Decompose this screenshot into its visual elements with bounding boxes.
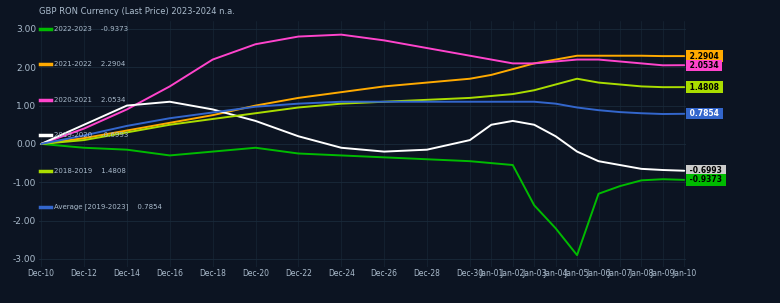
Text: 2.2904: 2.2904 bbox=[687, 52, 722, 61]
Text: GBP RON Currency (Last Price) 2023-2024 n.a.: GBP RON Currency (Last Price) 2023-2024 … bbox=[39, 7, 235, 16]
Text: 2018-2019    1.4808: 2018-2019 1.4808 bbox=[54, 168, 126, 174]
Text: -0.9373: -0.9373 bbox=[687, 175, 725, 184]
Text: 2019-2020    -0.6993: 2019-2020 -0.6993 bbox=[54, 132, 128, 138]
Text: 2020-2021    2.0534: 2020-2021 2.0534 bbox=[54, 97, 126, 103]
Text: 2.0534: 2.0534 bbox=[687, 61, 722, 70]
Text: 0.7854: 0.7854 bbox=[687, 109, 722, 118]
Text: 2021-2022    2.2904: 2021-2022 2.2904 bbox=[54, 61, 125, 67]
Text: Average [2019-2023]    0.7854: Average [2019-2023] 0.7854 bbox=[54, 203, 161, 210]
Text: 2022-2023    -0.9373: 2022-2023 -0.9373 bbox=[54, 25, 128, 32]
Text: 1.4808: 1.4808 bbox=[687, 83, 722, 92]
Text: -0.6993: -0.6993 bbox=[687, 166, 725, 175]
